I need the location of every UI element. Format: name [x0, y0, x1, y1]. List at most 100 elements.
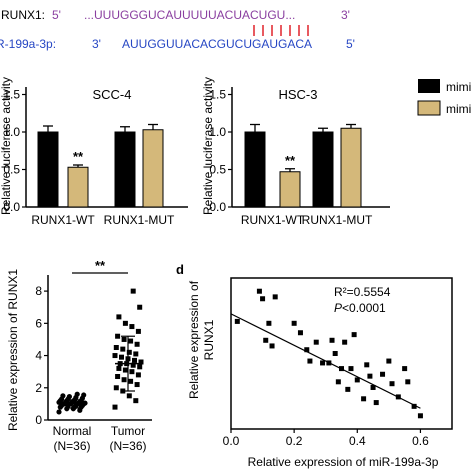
mir-five-prime: 5' [346, 37, 355, 51]
significance-label: ** [73, 149, 84, 164]
data-point [128, 378, 134, 384]
data-point [389, 381, 395, 387]
y-tick-label: 0.0 [209, 200, 226, 214]
mir-seq-label: R-199a-3p: [0, 37, 56, 51]
x-tick-label: 0.6 [412, 434, 429, 448]
data-point [260, 296, 266, 302]
data-point [116, 365, 122, 371]
y-axis-label-expression: Relative expression of RUNX1 [6, 269, 20, 431]
x-tick-label: RUNX1-WT [31, 213, 95, 227]
data-point [130, 288, 136, 294]
data-point [263, 337, 269, 343]
data-point [134, 341, 140, 347]
data-point [137, 364, 143, 370]
legend: mimi mimi [417, 79, 471, 116]
plot-frame [230, 277, 453, 430]
data-point [115, 374, 121, 379]
x-tick-sample-size: (N=36) [53, 439, 90, 453]
y-axis-label-correlation-line2: RUNX1 [202, 319, 216, 360]
y-tick-label: 2 [35, 381, 42, 395]
data-point [320, 360, 326, 366]
data-point [122, 367, 128, 373]
data-point [313, 339, 319, 345]
y-axis-label-hsc3: Relative luciferase activity [201, 77, 215, 215]
y-tick-label: 1.0 [209, 125, 226, 139]
panel-label-d: d [176, 262, 184, 277]
x-tick-sample-size: (N=36) [109, 439, 146, 453]
runx1-sequence: ...UUUGGGUCAUUUUUACUACUGU... [84, 8, 295, 22]
data-point [113, 345, 119, 350]
y-axis-label-correlation-line1: Relative expression of [187, 280, 201, 399]
bar [142, 129, 164, 208]
bar [312, 131, 334, 208]
data-point [339, 366, 344, 372]
data-point [291, 320, 297, 326]
data-point [133, 398, 139, 404]
data-point [351, 332, 357, 338]
data-point [66, 394, 72, 400]
data-point [56, 409, 62, 415]
data-point [112, 353, 118, 359]
y-tick-label: 0.0 [3, 200, 20, 214]
data-point [405, 379, 411, 385]
chart-title-hsc3: HSC-3 [278, 87, 317, 102]
x-tick-label: 0.4 [349, 434, 366, 448]
data-point [342, 339, 348, 345]
base-pair-lines [253, 25, 309, 36]
data-point [326, 360, 332, 366]
data-point [128, 338, 134, 344]
data-point [354, 377, 360, 383]
data-point [297, 330, 303, 336]
data-point [304, 347, 310, 353]
data-point [411, 403, 417, 409]
data-point [116, 314, 122, 320]
bar [67, 166, 89, 208]
data-point [402, 366, 408, 372]
y-tick-label: 0 [35, 413, 42, 427]
y-tick-label: 8 [35, 284, 42, 298]
data-point [307, 358, 313, 364]
y-axis-label-scc4: Relative luciferase activity [0, 77, 13, 215]
y-tick-label: 1.5 [3, 88, 20, 102]
data-point [335, 379, 341, 385]
data-point [130, 362, 136, 368]
data-point [137, 304, 143, 310]
data-point [380, 371, 386, 377]
data-point [126, 393, 132, 399]
data-point [272, 294, 278, 300]
data-point [113, 385, 119, 391]
bar [279, 171, 301, 208]
data-point [119, 354, 124, 360]
regression-line [230, 313, 421, 409]
data-point [121, 336, 127, 342]
legend-swatch-mimic-nc [418, 79, 440, 93]
stats-r2: R²=0.5554 [334, 285, 391, 299]
data-point [373, 400, 379, 406]
data-point [332, 351, 338, 356]
runx1-seq-label: RUNX1: [1, 8, 45, 22]
x-tick-label: Tumor [111, 424, 145, 438]
scatter-chart-expression: Relative expression of RUNX1 0 2 4 6 8 Normal… [6, 258, 152, 453]
data-point [266, 320, 272, 326]
legend-swatch-mimic-mir [417, 100, 441, 116]
bar [37, 131, 59, 208]
data-point [120, 346, 126, 352]
stats-p-symbol: P [334, 301, 342, 315]
y-tick-label: 1.0 [3, 125, 20, 139]
bar [114, 131, 136, 208]
data-point [129, 369, 135, 375]
x-tick-label: RUNX1-MUT [104, 213, 175, 227]
x-tick-label: RUNX1-MUT [302, 213, 373, 227]
data-point [81, 392, 87, 398]
data-point [348, 366, 354, 372]
data-point [345, 386, 351, 392]
y-tick-label: 6 [35, 316, 42, 330]
x-tick-label: 0.2 [286, 434, 303, 448]
data-point [129, 324, 135, 330]
x-tick-label: Normal [53, 424, 92, 438]
data-point [122, 320, 128, 326]
significance-label: ** [95, 258, 106, 273]
sequence-alignment: RUNX1: 5' ...UUUGGGUCAUUUUUACUACUGU... 3… [0, 8, 355, 51]
mir-sequence: AUUGGUUACACGUCUGAUGACA [122, 37, 312, 51]
data-point [329, 337, 335, 343]
